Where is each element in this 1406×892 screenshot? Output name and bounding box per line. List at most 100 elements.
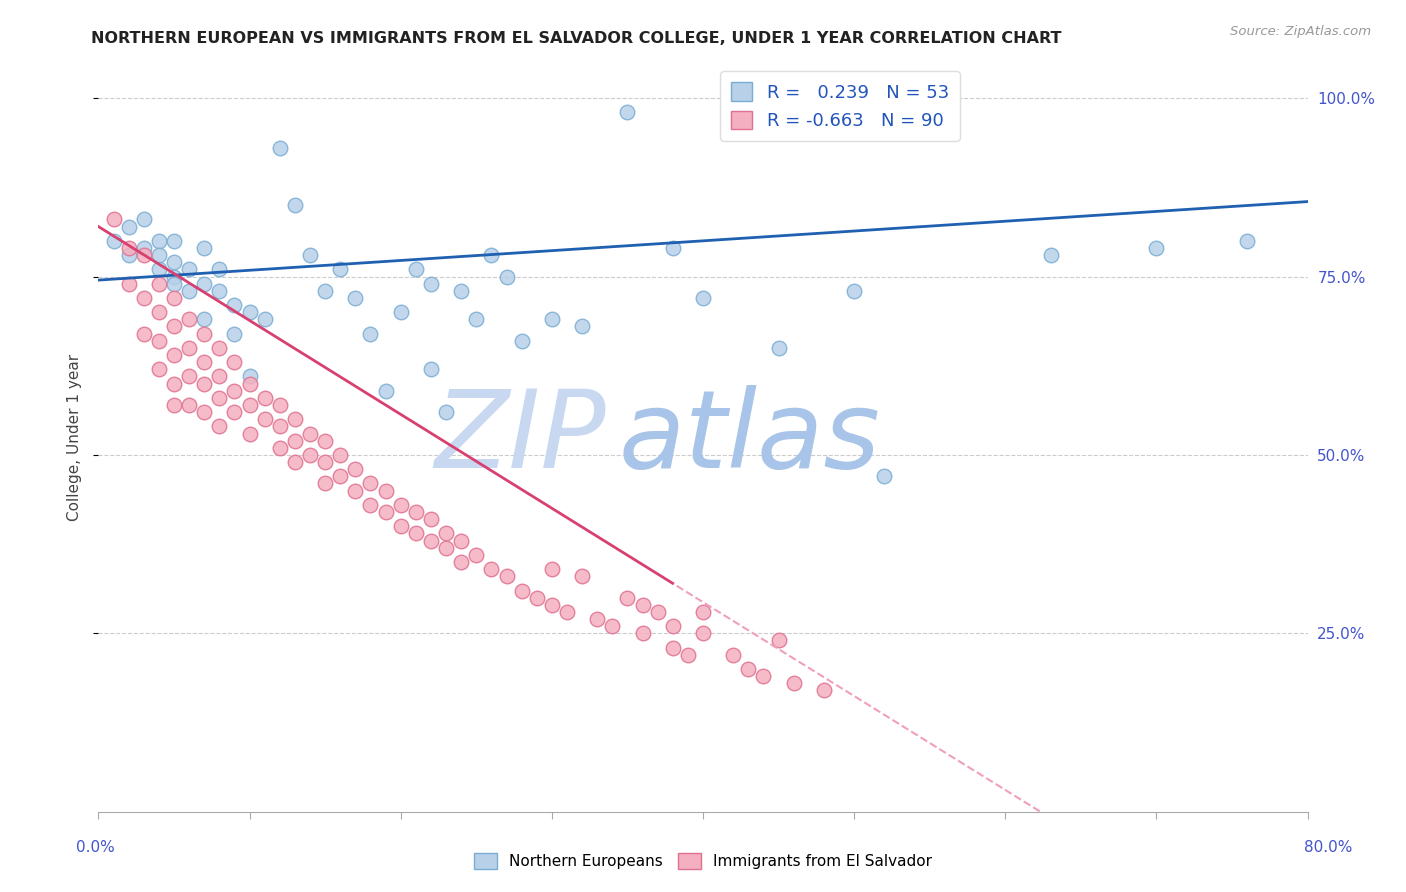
Point xyxy=(284,412,307,426)
Point xyxy=(389,519,412,533)
Point xyxy=(450,533,472,548)
Point xyxy=(118,277,141,291)
Point xyxy=(813,683,835,698)
Point xyxy=(661,619,683,633)
Point xyxy=(208,262,231,277)
Point xyxy=(163,319,186,334)
Point xyxy=(132,212,155,227)
Point xyxy=(329,448,352,462)
Point xyxy=(661,640,683,655)
Point xyxy=(163,269,186,284)
Point xyxy=(329,262,352,277)
Point xyxy=(224,355,246,369)
Point xyxy=(616,105,638,120)
Point xyxy=(314,455,336,469)
Text: Source: ZipAtlas.com: Source: ZipAtlas.com xyxy=(1230,25,1371,38)
Point xyxy=(148,234,170,248)
Point xyxy=(179,284,201,298)
Point xyxy=(179,341,201,355)
Point xyxy=(344,483,367,498)
Point xyxy=(299,426,322,441)
Point xyxy=(631,598,654,612)
Point xyxy=(360,326,382,341)
Point xyxy=(193,312,215,326)
Point xyxy=(224,384,246,398)
Point xyxy=(873,469,896,483)
Point xyxy=(148,305,170,319)
Point xyxy=(540,598,562,612)
Point xyxy=(555,605,578,619)
Point xyxy=(420,362,443,376)
Point xyxy=(434,541,457,555)
Point xyxy=(118,241,141,255)
Point xyxy=(163,398,186,412)
Point xyxy=(737,662,759,676)
Point xyxy=(1236,234,1258,248)
Point xyxy=(540,562,562,576)
Text: ZIP: ZIP xyxy=(434,384,606,490)
Point xyxy=(405,505,427,519)
Point xyxy=(420,277,443,291)
Point xyxy=(269,141,291,155)
Point xyxy=(360,498,382,512)
Point xyxy=(329,469,352,483)
Point xyxy=(239,305,262,319)
Point xyxy=(208,391,231,405)
Point xyxy=(208,284,231,298)
Point xyxy=(269,419,291,434)
Point xyxy=(148,277,170,291)
Point xyxy=(360,476,382,491)
Legend: Northern Europeans, Immigrants from El Salvador: Northern Europeans, Immigrants from El S… xyxy=(468,847,938,875)
Point xyxy=(179,398,201,412)
Point xyxy=(118,248,141,262)
Point xyxy=(148,362,170,376)
Point xyxy=(224,326,246,341)
Point xyxy=(389,305,412,319)
Point xyxy=(118,219,141,234)
Point xyxy=(510,583,533,598)
Point xyxy=(450,555,472,569)
Point xyxy=(179,262,201,277)
Point xyxy=(103,212,125,227)
Point xyxy=(434,405,457,419)
Point xyxy=(481,562,503,576)
Point xyxy=(193,355,215,369)
Point xyxy=(132,248,155,262)
Point xyxy=(389,498,412,512)
Point xyxy=(148,248,170,262)
Point xyxy=(481,248,503,262)
Y-axis label: College, Under 1 year: College, Under 1 year xyxy=(67,353,83,521)
Point xyxy=(571,569,593,583)
Point xyxy=(692,605,714,619)
Point xyxy=(239,369,262,384)
Point xyxy=(163,291,186,305)
Point xyxy=(239,426,262,441)
Point xyxy=(132,241,155,255)
Legend: R =   0.239   N = 53, R = -0.663   N = 90: R = 0.239 N = 53, R = -0.663 N = 90 xyxy=(720,71,960,141)
Point xyxy=(768,341,790,355)
Point xyxy=(647,605,669,619)
Point xyxy=(661,241,683,255)
Point xyxy=(526,591,548,605)
Point xyxy=(844,284,866,298)
Point xyxy=(510,334,533,348)
Point xyxy=(208,369,231,384)
Point xyxy=(103,234,125,248)
Point xyxy=(148,334,170,348)
Point xyxy=(269,441,291,455)
Point xyxy=(239,398,262,412)
Point xyxy=(148,262,170,277)
Point xyxy=(299,448,322,462)
Point xyxy=(405,262,427,277)
Point xyxy=(374,384,396,398)
Point xyxy=(163,376,186,391)
Point xyxy=(193,277,215,291)
Point xyxy=(602,619,624,633)
Point xyxy=(420,512,443,526)
Point xyxy=(723,648,745,662)
Point xyxy=(269,398,291,412)
Text: atlas: atlas xyxy=(619,384,880,490)
Point xyxy=(239,376,262,391)
Point xyxy=(224,405,246,419)
Point xyxy=(344,462,367,476)
